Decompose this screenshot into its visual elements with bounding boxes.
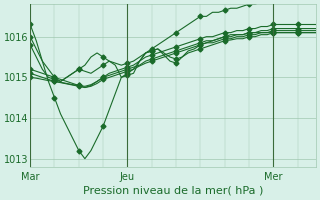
X-axis label: Pression niveau de la mer( hPa ): Pression niveau de la mer( hPa ) bbox=[83, 186, 263, 196]
